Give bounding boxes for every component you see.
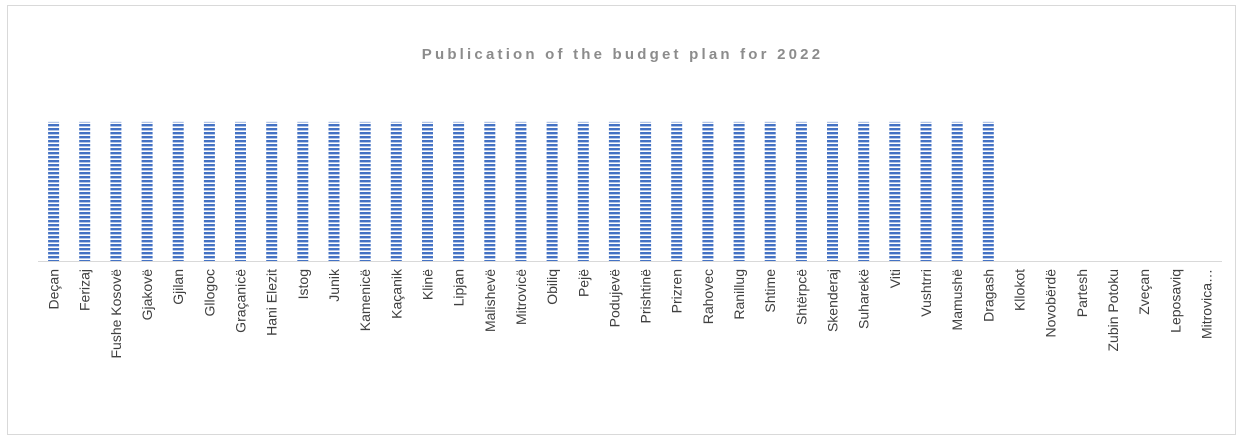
x-tick-label: Rahovec bbox=[700, 269, 716, 324]
bar bbox=[764, 121, 776, 262]
tick-labels-group: Deçan Ferizaj Fushe Kosovë Gjakovë Gjilan Gll… bbox=[46, 268, 1215, 358]
x-tick-label: Deçan bbox=[46, 269, 62, 309]
bar bbox=[515, 121, 527, 262]
bar bbox=[110, 121, 122, 262]
x-tick-label: Viti bbox=[887, 269, 903, 288]
x-tick-label: Mamushë bbox=[949, 269, 965, 331]
x-tick-label: Obiliq bbox=[544, 269, 560, 305]
x-tick-label: Hani Elezit bbox=[264, 269, 280, 336]
x-tick-label: Junik bbox=[326, 268, 342, 302]
x-tick-label: Shtime bbox=[762, 269, 778, 313]
x-tick-label: Mitrovica… bbox=[1198, 269, 1214, 339]
chart-title: Publication of the budget plan for 2022 bbox=[421, 46, 824, 63]
bar bbox=[266, 121, 278, 262]
x-tick-label: Kaçanik bbox=[388, 268, 404, 319]
x-tick-label: Ranillug bbox=[731, 269, 747, 320]
bar bbox=[141, 121, 153, 262]
x-tick-label: Vushtrri bbox=[918, 269, 934, 317]
bar bbox=[390, 121, 402, 262]
bar bbox=[235, 121, 246, 262]
x-tick-label: Podujevë bbox=[606, 269, 622, 328]
bar bbox=[858, 121, 870, 262]
x-tick-label: Kamenicë bbox=[357, 269, 373, 331]
x-tick-label: Zubin Potoku bbox=[1105, 269, 1121, 352]
x-tick-label: Istog bbox=[295, 269, 311, 299]
bar bbox=[577, 121, 589, 262]
x-tick-label: Gllogoc bbox=[201, 269, 217, 316]
bar bbox=[422, 121, 433, 262]
bar bbox=[546, 121, 558, 262]
x-tick-label: Partesh bbox=[1074, 269, 1090, 317]
x-tick-label: Malishevë bbox=[482, 269, 498, 332]
x-tick-label: Zveçan bbox=[1136, 269, 1152, 315]
bar bbox=[671, 121, 683, 262]
x-tick-label: Prizren bbox=[669, 269, 685, 313]
bar bbox=[79, 121, 91, 262]
x-tick-label: Lipjan bbox=[451, 269, 467, 306]
plot-area: Deçan Ferizaj Fushe Kosovë Gjakovë Gjilan Gll… bbox=[38, 121, 1222, 359]
bar bbox=[702, 121, 714, 262]
bar bbox=[982, 121, 994, 262]
x-tick-label: Graçanicë bbox=[233, 269, 249, 333]
bar bbox=[484, 121, 496, 262]
x-tick-label: Skenderaj bbox=[825, 269, 841, 332]
bar bbox=[827, 121, 838, 262]
bar bbox=[640, 121, 652, 262]
bar bbox=[48, 121, 60, 262]
x-tick-label: Dragash bbox=[980, 269, 996, 322]
bar bbox=[297, 121, 309, 262]
x-tick-label: Klinë bbox=[420, 269, 436, 300]
bar bbox=[203, 121, 215, 262]
bar bbox=[172, 121, 184, 262]
x-tick-label: Pejë bbox=[575, 269, 591, 297]
bars-group bbox=[48, 121, 994, 262]
x-tick-label: Gjilan bbox=[170, 269, 186, 305]
x-tick-label: Gjakovë bbox=[139, 269, 155, 321]
bar bbox=[920, 121, 932, 262]
x-tick-label: Mitrovicë bbox=[513, 269, 529, 325]
bar bbox=[733, 121, 745, 262]
bar bbox=[359, 121, 371, 262]
x-tick-label: Kllokot bbox=[1012, 269, 1028, 311]
x-tick-label: Shtërpcë bbox=[793, 269, 809, 325]
x-tick-label: Prishtinë bbox=[638, 269, 654, 324]
x-tick-label: Suharekë bbox=[856, 269, 872, 329]
bar bbox=[889, 121, 901, 262]
bar bbox=[951, 121, 963, 262]
bar bbox=[608, 121, 620, 262]
x-tick-label: Ferizaj bbox=[77, 269, 93, 311]
bar bbox=[453, 121, 465, 262]
x-tick-label: Novobërdë bbox=[1043, 269, 1059, 338]
bar bbox=[328, 121, 340, 262]
x-tick-label: Leposaviq bbox=[1167, 269, 1183, 333]
bar bbox=[795, 121, 807, 262]
x-tick-label: Fushe Kosovë bbox=[108, 269, 124, 359]
